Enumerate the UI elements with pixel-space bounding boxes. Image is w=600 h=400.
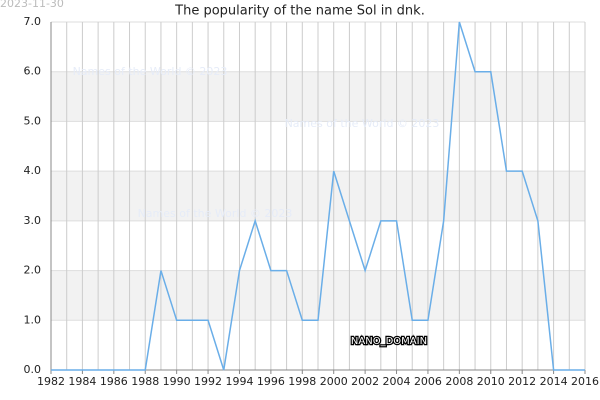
x-tick-label: 2000 — [320, 375, 348, 388]
x-tick-label: 1988 — [131, 375, 159, 388]
x-tick-label: 1990 — [163, 375, 191, 388]
data-line — [51, 21, 585, 371]
x-tick-label: 2010 — [477, 375, 505, 388]
y-tick-label: 4.0 — [24, 164, 42, 177]
watermark: Names of the World © 2023 — [138, 207, 293, 220]
watermark: Names of the World © 2023 — [73, 65, 228, 78]
x-tick-label: 1994 — [225, 375, 253, 388]
x-tick-label: 2008 — [445, 375, 473, 388]
annotation: NANO_DOMAIN — [351, 336, 427, 347]
grid — [50, 21, 586, 371]
y-tick-label: 2.0 — [24, 264, 42, 277]
x-tick-label: 2006 — [414, 375, 442, 388]
x-tick-label: 1982 — [37, 375, 65, 388]
x-tick-label: 1992 — [194, 375, 222, 388]
y-tick-label: 6.0 — [24, 65, 42, 78]
x-tick-label: 2016 — [571, 375, 599, 388]
y-tick-label: 7.0 — [24, 15, 42, 28]
x-tick-label: 2002 — [351, 375, 379, 388]
y-tick-label: 3.0 — [24, 214, 42, 227]
y-tick-label: 1.0 — [24, 313, 42, 326]
x-tick-label: 2012 — [508, 375, 536, 388]
x-tick-label: 2004 — [383, 375, 411, 388]
x-tick-label: 1984 — [68, 375, 96, 388]
x-tick-label: 1986 — [100, 375, 128, 388]
x-tick-label: 1998 — [288, 375, 316, 388]
chart-title: The popularity of the name Sol in dnk. — [174, 4, 425, 19]
y-tick-label: 0.0 — [24, 363, 42, 376]
watermark: Names of the World © 2023 — [285, 117, 440, 130]
y-tick-label: 5.0 — [24, 114, 42, 127]
date-stamp: 2023-11-30 — [0, 0, 64, 10]
x-tick-label: 2014 — [540, 375, 568, 388]
x-tick-label: 1996 — [257, 375, 285, 388]
